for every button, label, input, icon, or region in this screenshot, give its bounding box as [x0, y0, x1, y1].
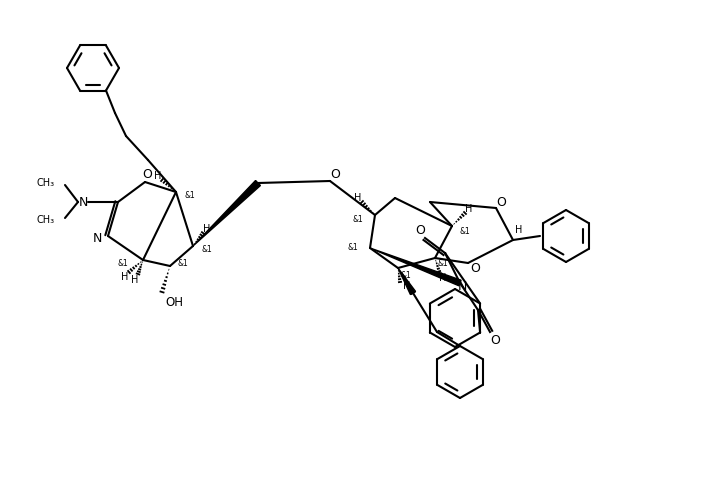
Text: &1: &1 — [118, 260, 128, 269]
Text: H: H — [466, 204, 473, 214]
Text: N: N — [78, 196, 88, 209]
Text: H: H — [354, 193, 361, 203]
Text: CH₃: CH₃ — [37, 215, 55, 225]
Polygon shape — [398, 268, 416, 294]
Text: O: O — [496, 196, 506, 210]
Text: &1: &1 — [202, 245, 212, 254]
Text: CH₃: CH₃ — [37, 178, 55, 188]
Text: O: O — [142, 168, 152, 180]
Text: H: H — [203, 224, 210, 234]
Text: H: H — [121, 272, 128, 282]
Text: N: N — [93, 232, 102, 245]
Text: O: O — [415, 224, 425, 238]
Text: O: O — [470, 262, 480, 274]
Polygon shape — [193, 180, 260, 246]
Text: O: O — [330, 169, 340, 181]
Text: &1: &1 — [401, 270, 411, 279]
Text: H: H — [439, 273, 446, 283]
Text: O: O — [490, 334, 500, 346]
Text: &1: &1 — [348, 244, 359, 252]
Text: H: H — [154, 171, 162, 181]
Text: H: H — [131, 275, 139, 285]
Text: &1: &1 — [353, 216, 364, 224]
Polygon shape — [370, 248, 461, 286]
Text: H: H — [515, 225, 523, 235]
Text: N: N — [457, 279, 467, 293]
Text: &1: &1 — [185, 192, 195, 200]
Text: &1: &1 — [438, 259, 448, 268]
Text: H: H — [403, 281, 411, 291]
Text: &1: &1 — [460, 226, 471, 236]
Text: OH: OH — [165, 295, 183, 309]
Text: &1: &1 — [178, 259, 188, 268]
